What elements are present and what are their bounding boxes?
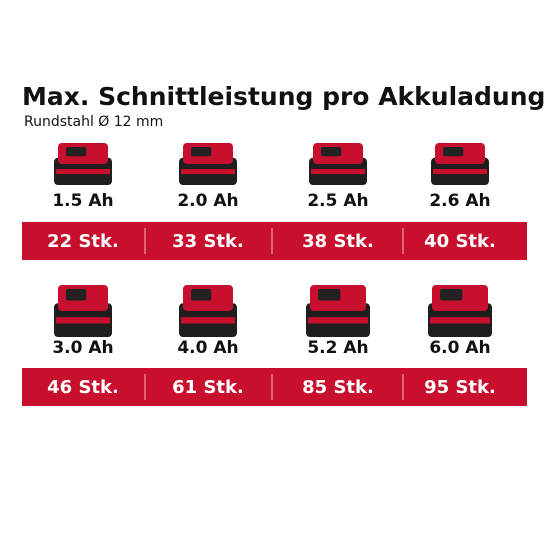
title: Max. Schnittleistung pro Akkuladung: [22, 82, 545, 111]
capacity-label: 4.0 Ah: [177, 338, 238, 358]
battery-icon: [309, 143, 367, 185]
battery-slot: [66, 289, 87, 301]
battery-slot: [443, 147, 464, 157]
capacity-label: 2.0 Ah: [177, 191, 238, 211]
count-label: 38 Stk.: [302, 231, 374, 252]
battery-icon: [54, 143, 112, 185]
battery-slot: [440, 289, 463, 301]
count-label: 22 Stk.: [47, 231, 119, 252]
count-band: [22, 222, 527, 260]
capacity-label: 1.5 Ah: [52, 191, 113, 211]
count-band: [22, 368, 527, 406]
count-label: 61 Stk.: [172, 377, 244, 398]
battery-stripe: [56, 169, 110, 175]
battery-slot: [191, 289, 212, 301]
count-label: 40 Stk.: [424, 231, 496, 252]
subtitle: Rundstahl Ø 12 mm: [24, 114, 163, 130]
battery-icon: [428, 285, 492, 337]
battery-stripe: [56, 317, 110, 324]
count-label: 85 Stk.: [302, 377, 374, 398]
battery-icon: [306, 285, 370, 337]
battery-stripe: [311, 169, 365, 175]
capacity-label: 3.0 Ah: [52, 338, 113, 358]
battery-slot: [66, 147, 87, 157]
battery-icon: [179, 143, 237, 185]
capacity-label: 5.2 Ah: [307, 338, 368, 358]
battery-stripe: [308, 317, 368, 324]
battery-stripe: [181, 317, 235, 324]
battery-slot: [318, 289, 341, 301]
battery-stripe: [433, 169, 487, 175]
battery-slot: [321, 147, 342, 157]
battery-slot: [191, 147, 212, 157]
count-label: 95 Stk.: [424, 377, 496, 398]
count-label: 33 Stk.: [172, 231, 244, 252]
capacity-label: 2.5 Ah: [307, 191, 368, 211]
battery-icon: [179, 285, 237, 337]
capacity-label: 6.0 Ah: [429, 338, 490, 358]
battery-stripe: [181, 169, 235, 175]
battery-icon: [54, 285, 112, 337]
battery-stripe: [430, 317, 490, 324]
battery-icon: [431, 143, 489, 185]
count-label: 46 Stk.: [47, 377, 119, 398]
capacity-label: 2.6 Ah: [429, 191, 490, 211]
